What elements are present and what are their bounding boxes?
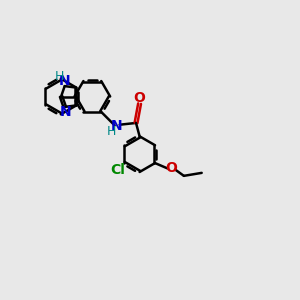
- Text: O: O: [166, 161, 178, 176]
- Text: H: H: [106, 125, 116, 138]
- Text: H: H: [55, 70, 64, 83]
- Text: N: N: [111, 119, 123, 133]
- Text: N: N: [60, 105, 72, 119]
- Text: Cl: Cl: [110, 163, 125, 177]
- Text: N: N: [59, 74, 70, 88]
- Text: O: O: [134, 91, 146, 105]
